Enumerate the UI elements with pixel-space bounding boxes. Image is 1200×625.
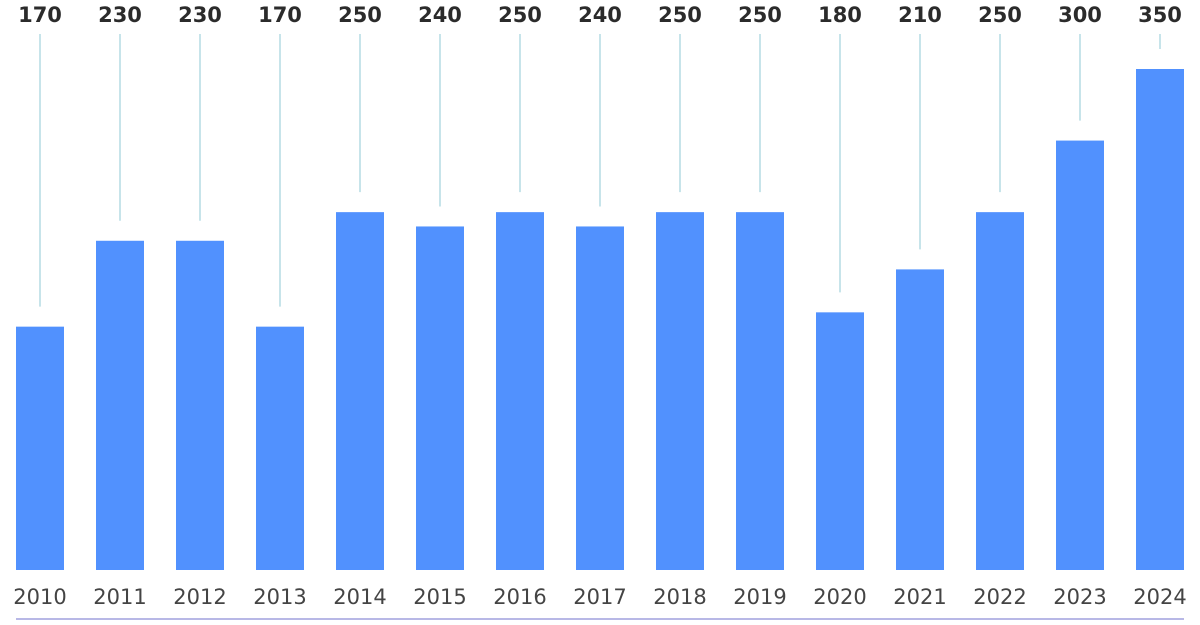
bar-2014 [336, 212, 384, 570]
x-tick-label-2011: 2011 [93, 585, 146, 609]
value-label-2014: 250 [338, 3, 382, 27]
bar-2016 [496, 212, 544, 570]
bar-2011 [96, 240, 144, 570]
value-label-2010: 170 [18, 3, 62, 27]
x-tick-label-2023: 2023 [1053, 585, 1106, 609]
x-tick-label-2014: 2014 [333, 585, 386, 609]
value-label-2013: 170 [258, 3, 302, 27]
bar-2019 [736, 212, 784, 570]
x-tick-label-2020: 2020 [813, 585, 866, 609]
bar-2013 [256, 326, 304, 570]
value-label-2024: 350 [1138, 3, 1182, 27]
x-tick-label-2024: 2024 [1133, 585, 1186, 609]
bar-2010 [16, 326, 64, 570]
bar-2023 [1056, 140, 1104, 571]
bar-2021 [896, 269, 944, 570]
bar-2012 [176, 240, 224, 570]
value-label-2020: 180 [818, 3, 862, 27]
value-label-2019: 250 [738, 3, 782, 27]
x-tick-label-2021: 2021 [893, 585, 946, 609]
x-tick-label-2016: 2016 [493, 585, 546, 609]
value-label-2011: 230 [98, 3, 142, 27]
x-tick-label-2012: 2012 [173, 585, 226, 609]
bar-2018 [656, 212, 704, 570]
value-label-2016: 250 [498, 3, 542, 27]
x-tick-label-2017: 2017 [573, 585, 626, 609]
value-label-2022: 250 [978, 3, 1022, 27]
x-tick-label-2019: 2019 [733, 585, 786, 609]
value-label-2021: 210 [898, 3, 942, 27]
value-label-2012: 230 [178, 3, 222, 27]
bar-2020 [816, 312, 864, 570]
x-tick-label-2015: 2015 [413, 585, 466, 609]
x-tick-label-2013: 2013 [253, 585, 306, 609]
value-label-2017: 240 [578, 3, 622, 27]
value-label-2015: 240 [418, 3, 462, 27]
x-tick-label-2010: 2010 [13, 585, 66, 609]
value-label-2023: 300 [1058, 3, 1102, 27]
bar-2015 [416, 226, 464, 570]
bar-2022 [976, 212, 1024, 570]
value-label-2018: 250 [658, 3, 702, 27]
bar-2017 [576, 226, 624, 570]
bar-2024 [1136, 69, 1184, 570]
x-tick-label-2018: 2018 [653, 585, 706, 609]
x-tick-label-2022: 2022 [973, 585, 1026, 609]
